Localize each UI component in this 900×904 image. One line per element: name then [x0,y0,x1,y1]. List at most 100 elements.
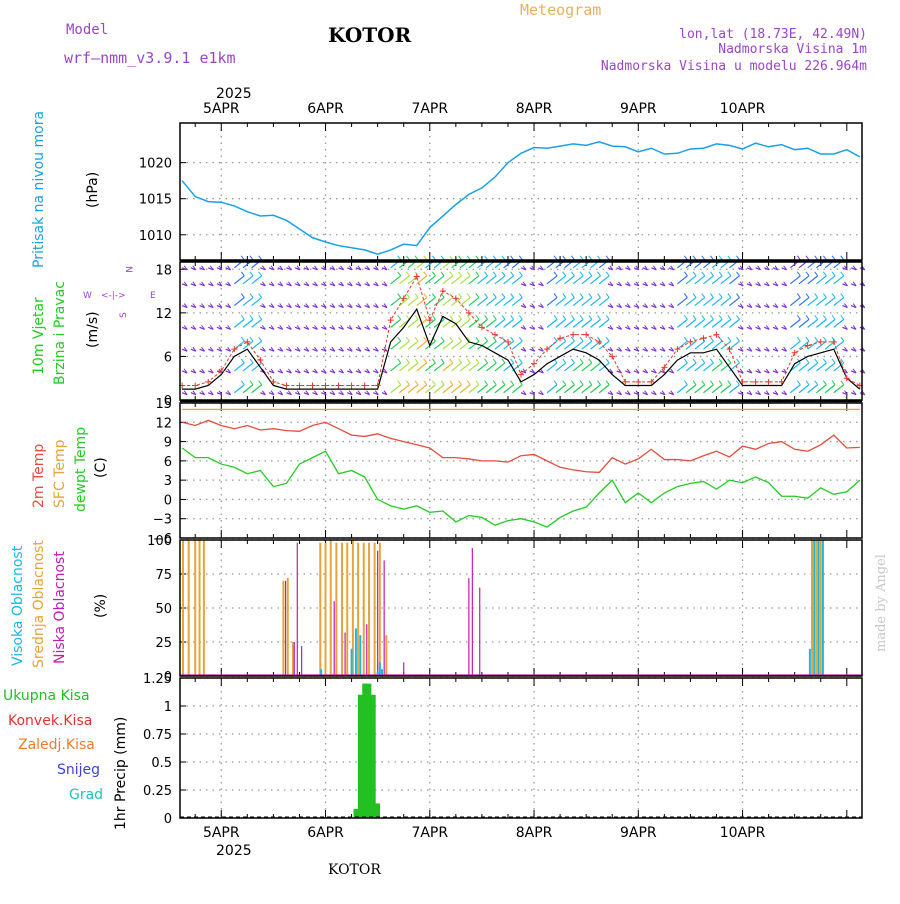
cloud-tick-label: 100 [147,534,172,549]
wind-barb-flag [852,390,857,396]
wind-barb-flag [458,293,462,298]
svg-text:W: W [83,291,92,301]
wind-gust-point [322,382,329,389]
wind-barb-flag [240,358,245,364]
wind-barb [485,275,497,285]
wind-barb-flag [383,281,388,287]
wind-gust-point [205,378,212,385]
cloud-bar-mid [198,540,201,676]
wind-barb-flag [192,390,197,396]
wind-barb-flag [405,255,410,261]
wind-barb-flag [331,346,336,352]
cloud-bar-mid [373,542,376,676]
bottom-day-label: 7APR [411,825,448,841]
wind-gust-point [830,338,837,345]
wind-gust-point [335,382,342,389]
wind-barb [433,275,445,285]
wind-barb [572,362,584,372]
wind-barb-flag [844,303,848,308]
wind-barb-flag [736,255,740,261]
wind-barb-flag [644,368,649,374]
wind-barb-flag [288,368,292,374]
wind-barb-flag [449,336,454,342]
temp-unit: (C) [93,457,109,478]
wind-barb-flag [288,265,292,271]
wind-barb-flag [240,271,245,277]
temp-tick-label: −3 [153,513,172,528]
wind-barb-flag [492,271,497,277]
top-day-label: 8APR [516,101,553,117]
cloud-bar-mid [187,540,190,676]
wind-barb [503,297,514,307]
wind-barb-flag [692,293,697,298]
cloud-tick-label: 25 [155,636,172,651]
wind-barb [425,275,436,285]
wind-barb-flag [562,293,567,298]
wind-barb [677,340,688,350]
wind-barb-flag [748,281,753,287]
wind-barb-flag [314,281,318,287]
wind-barb [798,384,810,394]
wind-barb-flag [475,255,480,261]
wind-barb-flag [571,336,575,342]
wind-barb [572,275,584,285]
wind-barb-flag [314,390,318,396]
wind-barb-flag [405,336,410,342]
wind-barb [711,297,723,307]
wind-barb [833,362,845,372]
wind-barb-flag [348,346,353,352]
wind-barb [242,318,254,328]
wind-barb-flag [340,325,344,330]
wind-barb [511,275,523,285]
wind-barb-flag [579,271,584,277]
wind-barb-flag [718,255,723,261]
pressure-label: Pritisak na nivou mora [31,111,47,268]
wind-barb-flag [692,255,697,261]
wind-barb [468,362,480,372]
wind-barb-flag [683,255,688,261]
wind-barb-flag [314,325,318,330]
wind-barb-flag [588,255,593,261]
wind-barb-flag [831,358,836,364]
wind-barb-flag [366,265,371,271]
wind-barb-flag [748,368,753,374]
wind-barb-flag [440,336,445,342]
cloud-bar-mid [351,540,354,676]
wind-barb-flag [227,265,232,271]
wind-barb-flag [279,281,284,287]
wind-barb-flag [727,255,732,261]
cloud-bar-low [377,550,379,676]
wind-gust-point [439,288,446,295]
wind-barb-flag [652,346,657,352]
wind-barb-flag [397,315,402,320]
wind-gust-point [465,309,472,316]
wind-barb-flag [852,303,857,308]
t2m-line [182,419,860,474]
wind-barb [694,384,706,394]
wind-barb [807,384,819,394]
wind-barb-flag [183,390,188,396]
wind-barb-flag [458,336,462,342]
wind-barb-flag [475,315,480,320]
wind-barb [590,275,601,285]
wind-barb-flag [814,380,819,386]
wind-gust-point [778,378,785,385]
wind-gust-point [713,331,720,338]
wind-barb-flag [814,293,819,298]
wind-barb-flag [605,293,610,298]
wind-gust-point [648,378,655,385]
wind-barb-flag [192,346,197,352]
precip-tick-label: 1 [164,700,172,715]
wind-tick-label: 18 [155,263,172,278]
wind-gust-point [596,338,603,345]
wind-barb-flag [227,303,232,308]
cloud-bar-mid [385,635,388,676]
wind-barb-flag [539,346,544,352]
wind-barb-flag [844,325,848,330]
cloud-bar-high [359,635,362,676]
wind-barb-flag [261,281,266,287]
cloud-bar-high [378,662,381,676]
wind-barb-flag [449,358,454,364]
wind-barb [494,384,506,394]
